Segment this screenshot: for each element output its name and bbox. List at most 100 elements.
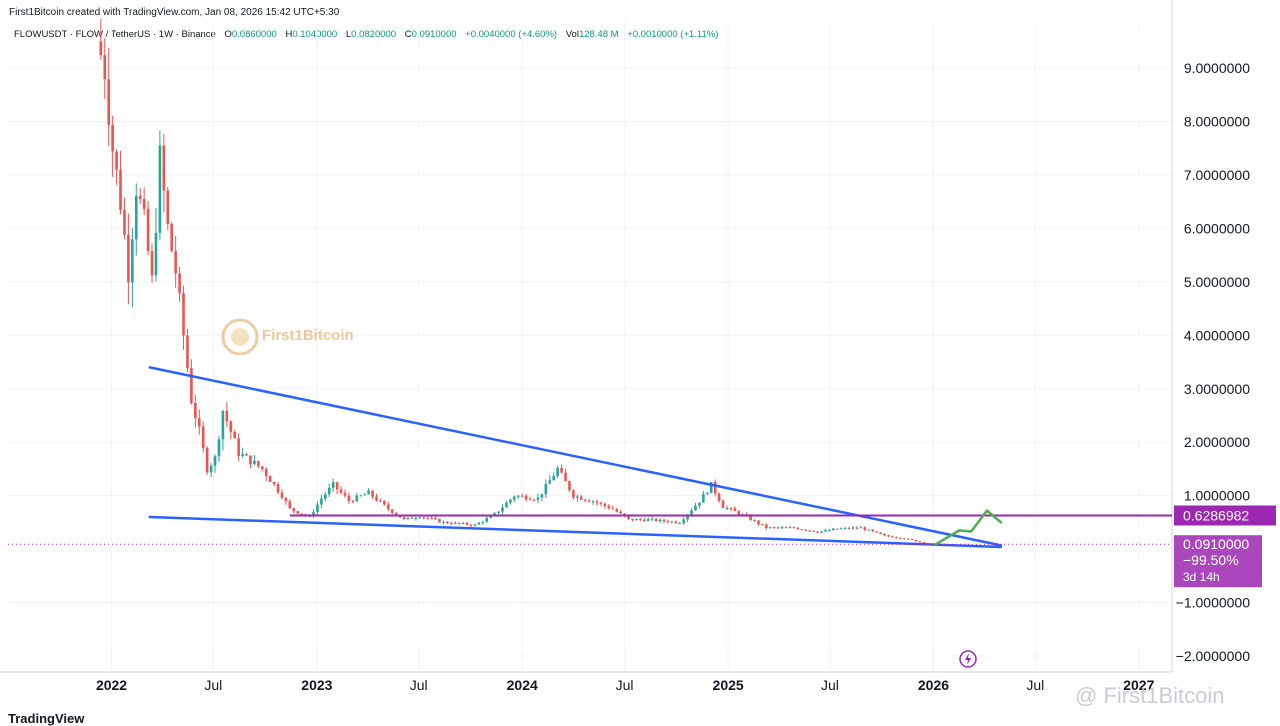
y-tick-label: 6.0000000	[1184, 220, 1250, 236]
candle-body	[430, 518, 433, 520]
watermark-bottom-text: @ First1Bitcoin	[1075, 683, 1225, 708]
candle-body	[832, 528, 835, 531]
candle-body	[201, 426, 205, 449]
candle-body	[875, 531, 878, 533]
candle-body	[367, 490, 370, 495]
low-key: L	[345, 29, 352, 40]
candle-body	[650, 518, 654, 520]
candle-body	[765, 524, 768, 529]
candle-body	[587, 500, 591, 502]
candle-body	[123, 209, 126, 235]
candle-body	[324, 494, 327, 499]
candle-body	[450, 523, 453, 525]
candle-body	[481, 521, 485, 523]
candle-body	[639, 519, 642, 521]
upper-trendline	[148, 366, 1003, 547]
candle-body	[556, 467, 559, 477]
open-value: 0.0860000	[231, 29, 277, 40]
candle-body	[847, 527, 851, 529]
candle-body	[426, 517, 429, 519]
high-key: H	[285, 29, 293, 40]
candle-body	[895, 537, 898, 539]
y-tick-label: −2.0000000	[1176, 648, 1251, 664]
event-bolt-glyph-icon	[965, 653, 971, 665]
candle-body	[402, 517, 406, 520]
candle-body	[174, 251, 177, 274]
y-tick-label: 8.0000000	[1184, 114, 1250, 130]
tradingview-logo[interactable]: TradingView	[8, 711, 85, 726]
candle-body	[335, 482, 339, 490]
candle-body	[520, 495, 524, 497]
candle-body	[387, 504, 390, 510]
candle-body	[528, 499, 532, 501]
candle-body	[237, 438, 240, 456]
candle-body	[658, 519, 662, 522]
candle-body	[572, 490, 575, 498]
candle-body	[497, 511, 500, 514]
candle-body	[776, 527, 780, 529]
candle-body	[418, 517, 422, 519]
candle-body	[769, 527, 772, 529]
candle-body	[642, 519, 646, 521]
candle-body	[733, 508, 737, 512]
candle-body	[414, 517, 418, 519]
event-bolt-icon	[959, 650, 977, 668]
candle-body	[516, 495, 520, 497]
candle-body	[371, 490, 374, 497]
x-tick-label: Jul	[1026, 677, 1044, 693]
candle-body	[438, 519, 441, 523]
y-tick-label: 9.0000000	[1184, 60, 1250, 76]
candle-body	[457, 522, 461, 524]
candle-body	[611, 508, 615, 510]
candle-body	[296, 511, 300, 514]
candle-body	[560, 467, 563, 473]
candle-body	[788, 527, 792, 529]
candle-body	[103, 55, 107, 80]
x-tick-label: 2025	[713, 677, 744, 693]
candle-body	[898, 537, 902, 539]
candle-body	[828, 530, 831, 532]
candle-body	[229, 421, 233, 432]
candle-body	[690, 510, 693, 515]
candle-body	[839, 528, 843, 530]
candle-body	[217, 439, 221, 457]
candle-body	[209, 465, 213, 473]
candle-body	[599, 502, 603, 504]
candle-body	[260, 466, 264, 470]
symbol-label[interactable]: FLOWUSDT · FLOW / TetherUS · 1W · Binanc…	[14, 29, 216, 40]
candle-body	[509, 499, 512, 503]
candle-body	[532, 499, 536, 501]
high-value: 0.1040000	[292, 29, 338, 40]
candle-body	[292, 508, 296, 512]
candle-body	[453, 522, 457, 524]
candle-body	[698, 502, 701, 506]
candle-body	[737, 511, 741, 515]
candle-body	[205, 448, 209, 473]
candle-body	[552, 476, 556, 481]
candle-body	[115, 151, 118, 170]
candle-body	[178, 273, 181, 294]
candle-body	[619, 511, 622, 514]
candle-body	[194, 402, 197, 419]
candle-body	[824, 530, 827, 532]
level-price-tag	[1174, 505, 1276, 526]
candle-body	[576, 496, 579, 498]
candle-body	[615, 509, 619, 512]
candle-body	[280, 492, 284, 499]
candle-body	[469, 524, 473, 526]
candle-body	[272, 481, 276, 485]
x-tick-label: Jul	[204, 677, 222, 693]
candle-body	[706, 492, 709, 494]
candles	[99, 18, 938, 545]
candle-body	[138, 195, 142, 200]
candle-body	[808, 530, 811, 532]
ohlc-legend: FLOWUSDT · FLOW / TetherUS · 1W · Binanc…	[14, 29, 724, 40]
candle-body	[879, 532, 882, 534]
candle-body	[666, 521, 670, 523]
candle-body	[394, 513, 398, 516]
candle-body	[800, 529, 804, 531]
candle-body	[465, 522, 469, 525]
watermark-logo-inner-icon	[231, 328, 249, 346]
candle-body	[410, 517, 414, 519]
